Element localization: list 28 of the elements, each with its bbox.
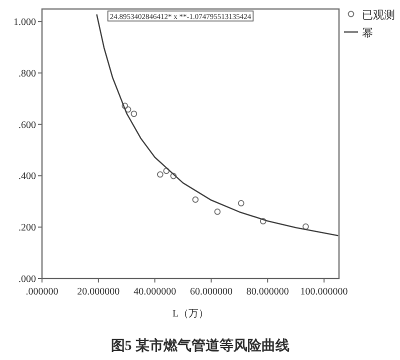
point <box>192 196 199 203</box>
point <box>302 223 309 230</box>
y-tick-label: .200 <box>18 222 36 234</box>
point <box>170 172 177 180</box>
x-axis-title: L（万） <box>172 308 209 320</box>
y-tick-label: .000 <box>18 274 36 285</box>
x-tick-label: 60.000000 <box>190 286 232 298</box>
point <box>122 102 128 110</box>
y-tick-label: .800 <box>18 68 36 80</box>
x-tick-label: 40.000000 <box>134 286 176 298</box>
y-tick-label: .600 <box>18 120 36 131</box>
legend-label: 已观测 <box>362 10 395 22</box>
x-tick-label: 20.000000 <box>77 286 120 298</box>
legend-label: 幂 <box>362 28 373 40</box>
point <box>214 208 221 215</box>
point <box>156 171 164 178</box>
y-tick-label: 1.000 <box>14 17 36 28</box>
point <box>130 110 138 118</box>
point <box>163 168 170 174</box>
line-series <box>96 14 339 236</box>
text: 图5 某市燃气管道等风险曲线 <box>110 337 290 354</box>
x-tick-label: 100.000000 <box>300 286 348 298</box>
point <box>238 200 244 206</box>
point <box>260 218 266 224</box>
point <box>124 106 132 113</box>
x-tick-label: 80.000000 <box>246 286 289 298</box>
x-tick-label: .000000 <box>26 286 58 298</box>
y-tick-label: .400 <box>18 171 36 182</box>
